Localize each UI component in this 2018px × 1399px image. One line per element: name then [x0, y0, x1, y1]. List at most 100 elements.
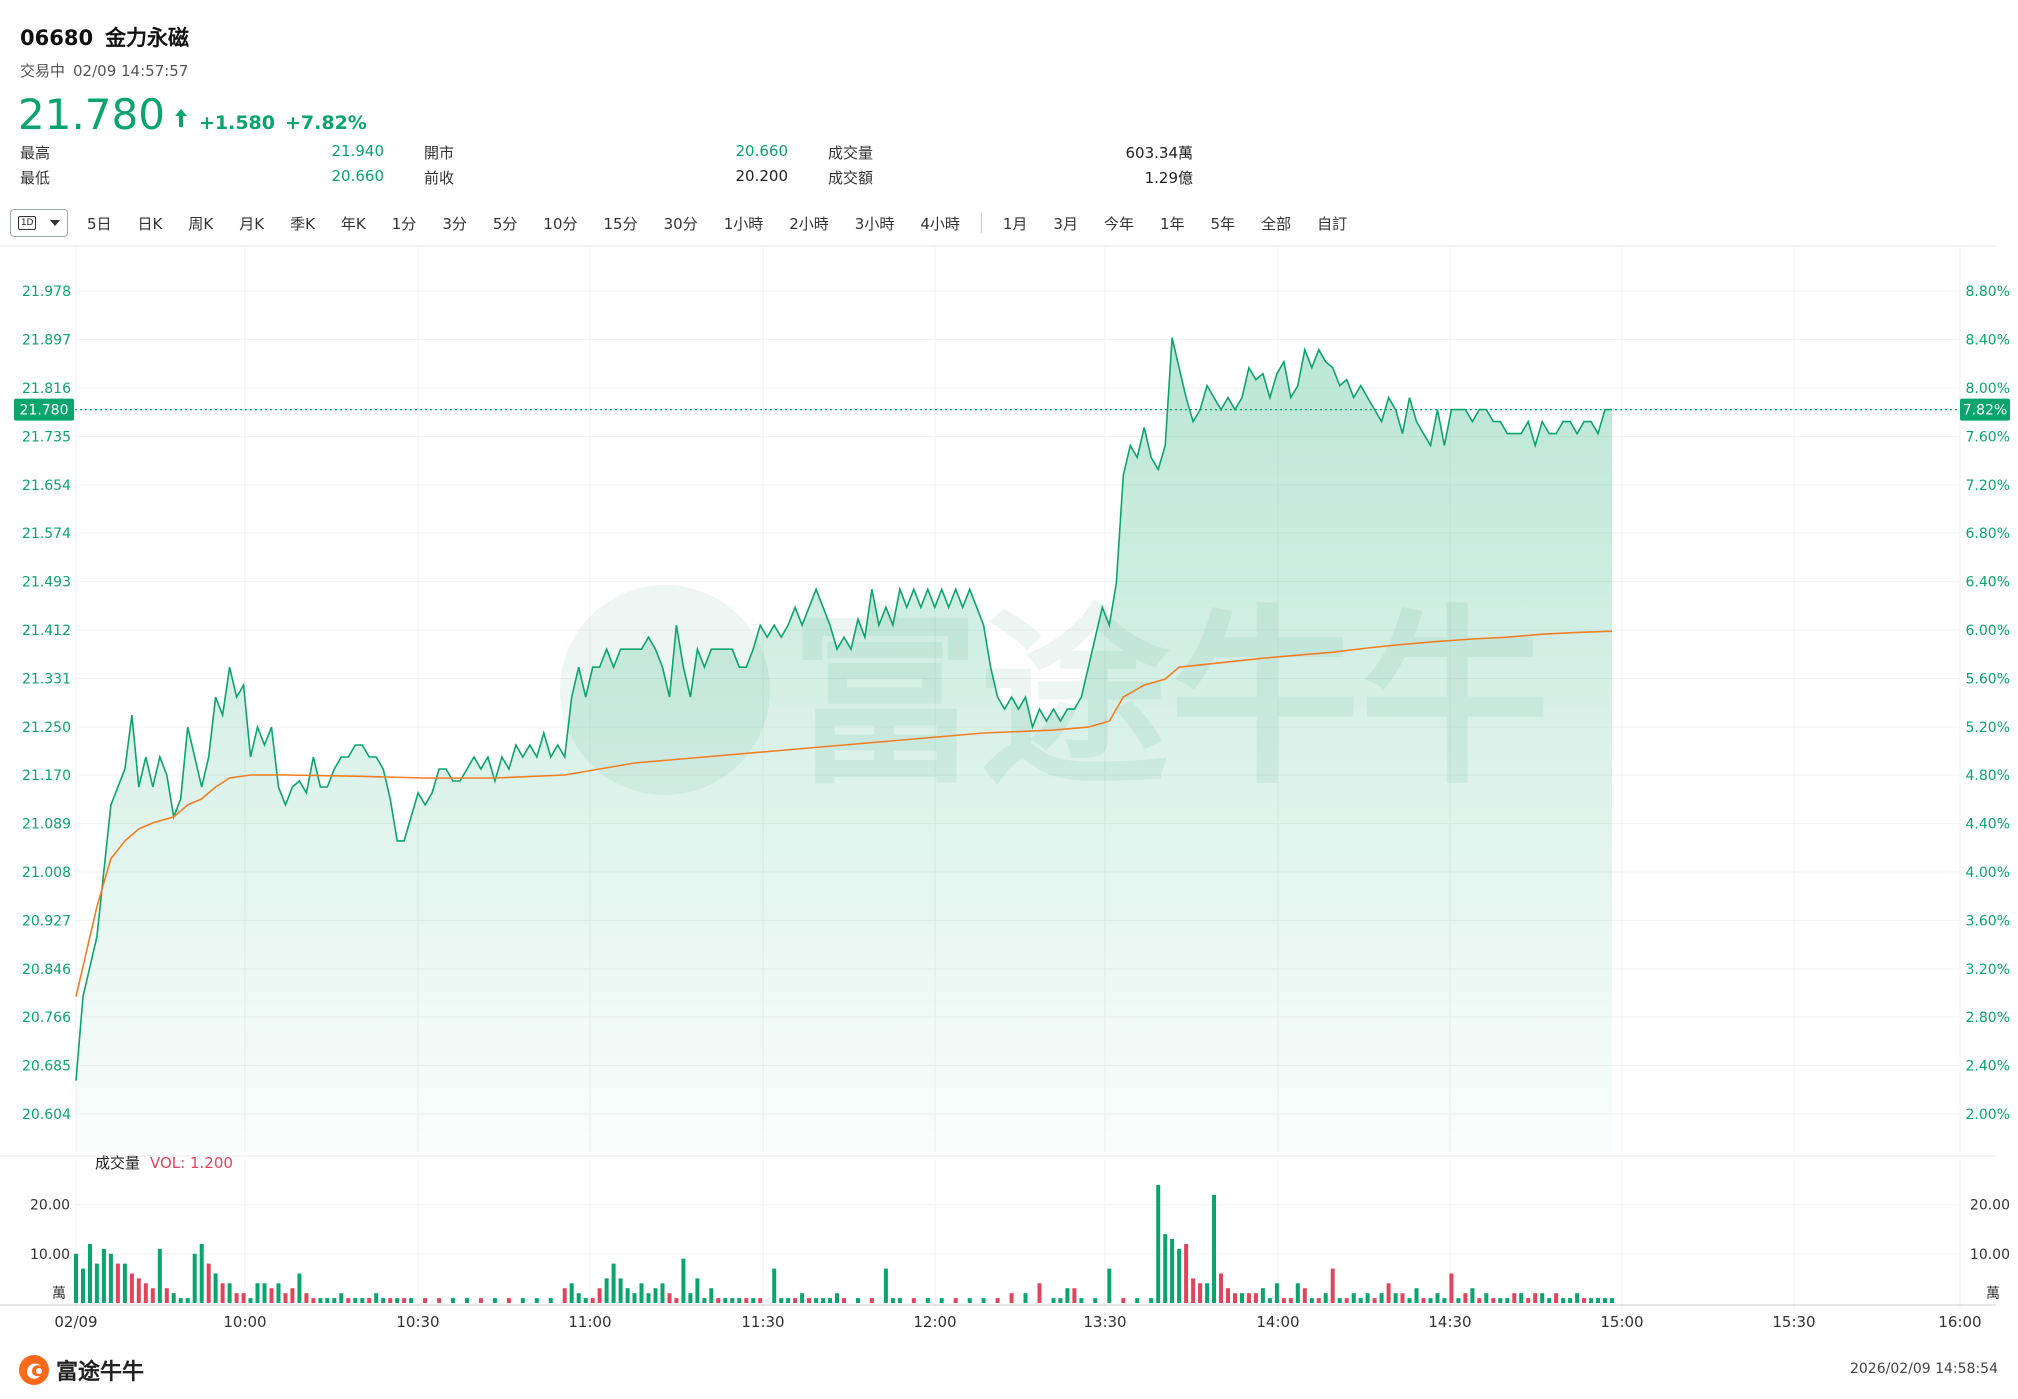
volume-bar [283, 1293, 288, 1303]
volume-bar [772, 1268, 777, 1303]
timeframe-button[interactable]: 30分 [663, 214, 698, 233]
timeframe-toolbar: 1D 5日 日K 周K 月K 季K 年K 1分 3分 5分 10分 15分 30分 1小時 2小時 3小時 4… [10, 207, 1360, 239]
timeframe-button[interactable]: 自訂 [1317, 214, 1348, 233]
volume-bar [939, 1298, 944, 1303]
volume-bar [1323, 1293, 1328, 1303]
volume-bar [81, 1268, 85, 1303]
timeframe-button[interactable]: 3月 [1053, 214, 1078, 233]
status-datetime: 02/09 14:57:57 [73, 62, 189, 80]
timeframe-button[interactable]: 3分 [442, 214, 467, 233]
volume-bar [1400, 1293, 1405, 1303]
volume-bar [807, 1298, 812, 1303]
volume-bar [779, 1298, 784, 1303]
y-pct-tick-label: 8.40% [1966, 333, 2010, 349]
timeframe-button[interactable]: 1分 [391, 214, 417, 233]
timeframe-button[interactable]: 季K [290, 214, 315, 233]
volume-bar [1442, 1298, 1447, 1303]
volume-bar [290, 1288, 295, 1303]
volume-bar [325, 1298, 330, 1303]
y-tick-label: 21.331 [22, 672, 71, 688]
timeframe-button[interactable]: 年K [340, 214, 366, 233]
volume-tick-label-right: 10.00 [1970, 1247, 2010, 1263]
timeframe-button[interactable]: 1年 [1159, 214, 1185, 233]
y-tick-label: 21.412 [22, 623, 71, 639]
x-tick-label: 11:00 [568, 1313, 611, 1331]
timeframe-button[interactable]: 全部 [1261, 214, 1292, 233]
volume-bar [74, 1253, 78, 1303]
volume-bar [611, 1263, 616, 1303]
volume-bar [241, 1293, 246, 1303]
volume-tick-label-right: 20.00 [1970, 1198, 2010, 1214]
volume-bar [856, 1298, 860, 1303]
timeframe-button[interactable]: 4小時 [920, 214, 960, 233]
volume-bar [199, 1244, 204, 1303]
timeframe-button[interactable]: 1月 [1002, 214, 1028, 233]
timeframe-button[interactable]: 15分 [603, 214, 638, 233]
volume-bar [1610, 1298, 1614, 1303]
volume-bar [143, 1283, 148, 1303]
timeframe-button[interactable]: 月K [239, 214, 265, 233]
timeframe-button[interactable]: 今年 [1103, 214, 1134, 233]
timeframe-button[interactable]: 5日 [87, 214, 112, 233]
timeframe-button[interactable]: 2小時 [789, 214, 829, 233]
volume-bar [276, 1283, 281, 1303]
y-pct-tick-label: 2.00% [1966, 1107, 2010, 1123]
volume-bar [1009, 1293, 1014, 1303]
y-pct-tick-label: 2.40% [1966, 1058, 2010, 1074]
volume-bar [1351, 1293, 1356, 1303]
volume-bar [164, 1288, 169, 1303]
volume-bar [318, 1298, 323, 1303]
volume-bar [793, 1298, 798, 1303]
y-tick-label: 20.685 [22, 1058, 71, 1074]
volume-bar [702, 1298, 707, 1303]
volume-bar [395, 1298, 400, 1303]
stat-value: 20.200 [735, 167, 789, 185]
timeframe-button[interactable]: 5年 [1210, 214, 1236, 233]
volume-bar [1212, 1194, 1216, 1303]
volume-bar [1065, 1288, 1070, 1303]
x-tick-label: 16:00 [1938, 1313, 1981, 1331]
volume-bar [653, 1288, 658, 1303]
volume-bar [967, 1298, 972, 1303]
timeframe-button[interactable]: 5分 [492, 214, 518, 233]
volume-bar [534, 1298, 539, 1303]
volume-bar [1554, 1293, 1559, 1303]
toolbar-divider [980, 213, 982, 233]
volume-bar [758, 1298, 763, 1303]
volume-bar [688, 1293, 693, 1303]
volume-bar [632, 1293, 637, 1303]
volume-bar [1386, 1283, 1391, 1303]
timeframe-button[interactable]: 日K [137, 214, 163, 233]
volume-bar [332, 1298, 337, 1303]
volume-bar [1491, 1298, 1496, 1303]
y-tick-label: 21.250 [22, 720, 71, 736]
status-text: 交易中 [20, 62, 66, 80]
volume-bar [1456, 1298, 1461, 1303]
volume-bar [451, 1298, 455, 1303]
volume-bar [883, 1268, 888, 1303]
timeframe-button[interactable]: 周K [188, 214, 214, 233]
timeframe-button[interactable]: 10分 [543, 214, 578, 233]
y-tick-label: 21.978 [22, 284, 71, 300]
volume-bar [520, 1298, 525, 1303]
timeframe-select[interactable]: 1D [10, 209, 68, 237]
volume-bar [1407, 1298, 1412, 1303]
volume-bar [737, 1298, 742, 1303]
volume-bar [1079, 1298, 1084, 1303]
timeframe-button[interactable]: 3小時 [854, 214, 895, 233]
volume-bar [1191, 1278, 1196, 1303]
y-pct-tick-label: 6.80% [1966, 526, 2010, 542]
timeframe-selected: 1D [17, 216, 37, 230]
volume-bar [492, 1298, 497, 1303]
timeframe-button[interactable]: 1小時 [723, 214, 764, 233]
volume-bar [1253, 1293, 1258, 1303]
volume-bar [346, 1298, 351, 1303]
stat-label: 最高 [20, 144, 51, 162]
y-pct-tick-label: 4.40% [1966, 816, 2010, 832]
volume-bar [821, 1298, 826, 1303]
volume-bar [590, 1298, 595, 1303]
volume-bar [1156, 1184, 1161, 1303]
volume-bar [1198, 1283, 1203, 1303]
volume-bar [1288, 1298, 1293, 1303]
